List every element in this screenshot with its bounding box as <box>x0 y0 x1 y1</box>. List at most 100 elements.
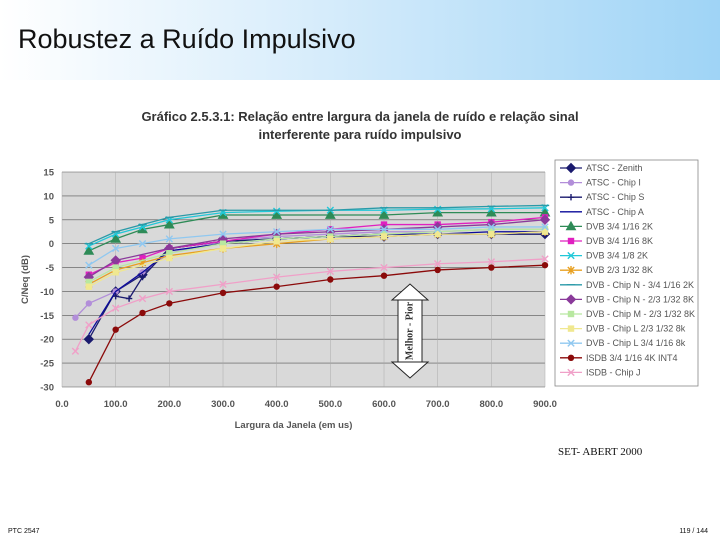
y-tick-label: -25 <box>40 359 54 370</box>
marker <box>433 225 442 234</box>
x-tick-label: 100.0 <box>104 399 128 410</box>
marker <box>85 261 93 269</box>
marker <box>111 304 120 312</box>
x-tick-label: 300.0 <box>211 399 235 410</box>
marker <box>112 269 119 276</box>
marker <box>166 300 173 307</box>
x-tick-label: 500.0 <box>318 399 342 410</box>
marker <box>488 230 495 238</box>
marker <box>71 347 80 355</box>
series-line <box>88 231 546 288</box>
legend-marker <box>567 310 575 318</box>
marker <box>112 326 119 333</box>
x-tick-label: 700.0 <box>426 399 450 410</box>
y-tick-label: 5 <box>49 215 55 226</box>
marker <box>272 207 281 215</box>
x-tick-label: 0.0 <box>55 399 68 410</box>
marker <box>487 223 496 231</box>
y-tick-label: -10 <box>40 287 54 298</box>
marker <box>485 206 497 217</box>
marker <box>85 278 93 286</box>
y-tick-label: 0 <box>49 239 54 250</box>
marker <box>112 264 119 271</box>
marker <box>112 293 119 300</box>
marker <box>83 245 95 255</box>
legend-label: DVB - Chip N - 2/3 1/32 8K <box>586 294 694 304</box>
marker <box>378 209 390 219</box>
y-tick-label: -15 <box>40 311 54 322</box>
source-note: SET- ABERT 2000 <box>558 446 643 458</box>
legend-marker <box>567 194 575 201</box>
marker <box>139 309 146 317</box>
legend-marker <box>567 368 575 377</box>
y-tick-label: -20 <box>40 335 54 346</box>
marker <box>72 314 79 321</box>
legend-label: ATSC - Chip I <box>586 178 641 188</box>
marker <box>327 235 334 243</box>
marker <box>380 263 388 272</box>
marker <box>433 260 442 268</box>
annotation: Melhor - Pior <box>404 301 415 360</box>
marker <box>165 287 174 296</box>
legend-label: ATSC - Chip A <box>586 207 644 217</box>
legend-label: DVB 3/4 1/16 2K <box>586 221 653 231</box>
y-axis-label: C/Neq (dB) <box>20 255 31 304</box>
marker <box>272 228 281 236</box>
x-tick-label: 200.0 <box>157 399 181 410</box>
marker <box>539 214 551 225</box>
legend-label: DVB - Chip L 3/4 1/16 8k <box>586 338 686 348</box>
marker <box>139 273 146 281</box>
x-axis-label: Largura da Janela (em us) <box>235 420 353 431</box>
legend-label: ATSC - Zenith <box>586 163 642 173</box>
legend-label: ATSC - Chip S <box>586 192 644 202</box>
marker <box>85 379 93 386</box>
marker <box>488 264 495 271</box>
marker <box>273 283 280 290</box>
marker <box>380 233 388 240</box>
legend-marker <box>565 220 577 231</box>
marker <box>110 233 122 243</box>
marker <box>434 266 441 274</box>
legend-marker <box>567 339 575 347</box>
marker <box>541 228 549 235</box>
x-tick-label: 600.0 <box>372 399 396 410</box>
marker <box>85 321 93 329</box>
marker <box>166 254 173 262</box>
marker <box>85 300 93 307</box>
legend-label: DVB - Chip N - 3/4 1/16 2K <box>586 280 694 290</box>
marker <box>541 255 549 263</box>
marker <box>380 225 388 234</box>
marker <box>163 218 175 229</box>
y-tick-label: -30 <box>40 383 54 394</box>
marker <box>541 223 549 231</box>
legend-label: DVB - Chip L 2/3 1/32 8k <box>586 324 686 334</box>
legend-label: ISDB 3/4 1/16 4K INT4 <box>586 353 678 363</box>
legend-label: DVB 3/4 1/8 2K <box>586 251 648 261</box>
marker <box>138 294 147 303</box>
y-tick-label: -5 <box>46 263 55 274</box>
slide-title: Robustez a Ruído Impulsivo <box>18 24 356 54</box>
marker <box>487 258 496 266</box>
x-tick-label: 800.0 <box>479 399 503 410</box>
marker <box>327 276 334 283</box>
marker <box>488 226 495 233</box>
series-line <box>74 258 546 352</box>
marker <box>166 250 173 257</box>
legend-marker <box>567 251 575 260</box>
chart-title: Gráfico 2.5.3.1: Relação entre largura d… <box>141 109 578 124</box>
marker <box>219 240 227 247</box>
marker <box>111 244 120 253</box>
arrow <box>390 283 430 379</box>
series-line <box>88 228 545 283</box>
marker <box>219 289 227 297</box>
page-number: 119 / 144 <box>679 528 708 535</box>
y-tick-label: 15 <box>43 168 54 179</box>
x-tick-label: 400.0 <box>265 399 289 410</box>
marker <box>434 230 441 238</box>
marker <box>219 230 227 238</box>
legend-label: DVB - Chip M - 2/3 1/32 8K <box>586 309 695 319</box>
marker <box>541 261 549 269</box>
legend-marker <box>567 354 575 361</box>
